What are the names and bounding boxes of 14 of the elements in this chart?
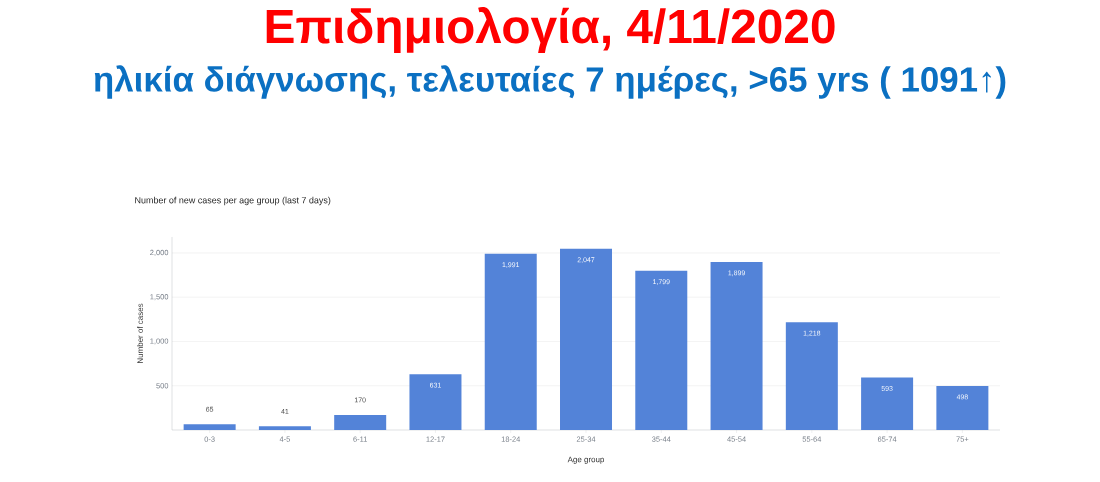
bar (258, 426, 311, 430)
bar (409, 374, 462, 430)
bar (560, 248, 613, 430)
bar (710, 261, 763, 430)
bar (484, 253, 537, 430)
bar (861, 377, 914, 430)
bar (936, 385, 989, 430)
bar (785, 322, 838, 430)
chart-title: Επιδημιολογία, 4/11/2020 (266, 7, 835, 53)
bar (334, 414, 387, 430)
bar (635, 270, 688, 430)
chart-subtitle: ηλικία διάγνωσης, τελευταίες 7 ημέρες, >65 yrs ( 1091↑) (94, 65, 1006, 99)
text: Number of new cases per age group (last 7 days) (135, 196, 331, 206)
bar (183, 424, 236, 430)
